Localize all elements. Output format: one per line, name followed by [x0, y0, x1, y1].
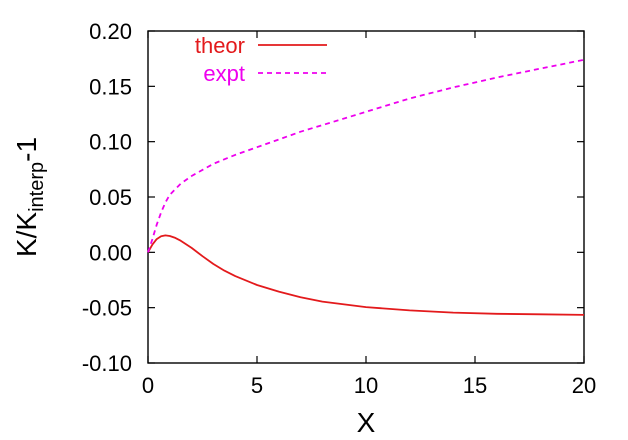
series-line-expt	[147, 58, 585, 253]
legend-label-theor: theor	[195, 33, 245, 58]
legend: theor expt	[195, 33, 327, 86]
y-axis-label-suffix: -1	[11, 137, 42, 162]
legend-label-expt: expt	[203, 61, 245, 86]
x-tick-label: 15	[463, 373, 487, 398]
x-tick-label: 0	[142, 373, 154, 398]
y-tick-label: 0.10	[89, 130, 132, 155]
series-line-theor	[147, 234, 585, 316]
y-tick-label: -0.05	[82, 296, 132, 321]
x-tick-label: 20	[572, 373, 596, 398]
x-axis-label: X	[357, 407, 376, 438]
tick-marks	[147, 30, 585, 364]
y-tick-label: 0.00	[89, 240, 132, 265]
y-tick-labels: -0.10 -0.05 0.00 0.05 0.10 0.15 0.20	[82, 19, 132, 376]
y-tick-label: 0.05	[89, 185, 132, 210]
y-axis-label-subscript: interp	[26, 162, 48, 212]
series-group	[147, 58, 585, 316]
y-tick-label: 0.20	[89, 19, 132, 44]
y-tick-label: -0.10	[82, 351, 132, 376]
x-tick-label: 10	[354, 373, 378, 398]
x-tick-labels: 0 5 10 15 20	[142, 373, 596, 398]
x-tick-label: 5	[251, 373, 263, 398]
y-axis-label: K/Kinterp-1	[11, 137, 48, 257]
y-tick-label: 0.15	[89, 74, 132, 99]
y-axis-label-main: K/K	[11, 212, 42, 257]
